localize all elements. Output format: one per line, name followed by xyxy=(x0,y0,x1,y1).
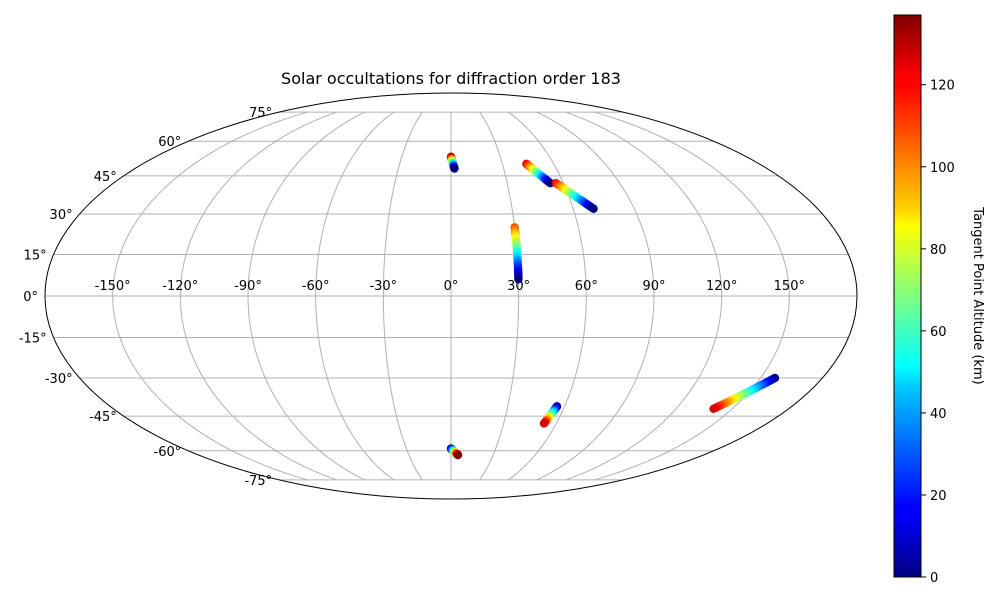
occultation-track xyxy=(709,373,780,413)
longitude-tick-label: 150° xyxy=(774,279,805,294)
latitude-tick-label: 0° xyxy=(23,290,38,305)
chart-title: Solar occultations for diffraction order… xyxy=(281,69,621,88)
longitude-tick-label: 120° xyxy=(706,279,737,294)
colorbar-ticks: 0 20 40 60 80 100 120 xyxy=(921,79,955,586)
colorbar-label: Tangent Point Altitude (km) xyxy=(970,206,985,384)
track-point xyxy=(514,275,523,284)
longitude-tick-label: 90° xyxy=(642,279,665,294)
longitude-tick-label: 30° xyxy=(507,279,530,294)
latitude-tick-label: -15° xyxy=(19,332,47,347)
occultation-track xyxy=(522,159,555,188)
latitude-tick-labels: 75° 60° 45° 30° 15° 0° -15° -30° -45° -60° -75° xyxy=(19,106,272,489)
longitude-gridline xyxy=(479,111,520,481)
track-point xyxy=(539,419,549,428)
longitude-gridline xyxy=(507,111,587,481)
latitude-tick-label: -45° xyxy=(89,410,117,425)
longitude-tick-label: -150° xyxy=(95,279,131,294)
longitude-gridline xyxy=(179,111,337,481)
track-point xyxy=(709,404,718,413)
latitude-tick-label: -75° xyxy=(244,474,272,489)
colorbar-tick-label: 120 xyxy=(930,79,955,94)
occultation-tracks xyxy=(446,152,780,460)
latitude-tick-label: 45° xyxy=(94,170,117,185)
colorbar-tick-label: 0 xyxy=(930,571,938,586)
longitude-gridline xyxy=(315,111,395,481)
occultation-track xyxy=(551,179,598,213)
latitude-tick-label: 60° xyxy=(158,135,181,150)
colorbar-tick-label: 60 xyxy=(930,325,947,340)
longitude-gridline xyxy=(594,111,790,481)
longitude-tick-label: 0° xyxy=(444,279,459,294)
longitude-tick-label: -120° xyxy=(162,279,198,294)
longitude-gridline xyxy=(565,111,723,481)
latitude-tick-label: 75° xyxy=(249,106,272,121)
occultation-track xyxy=(539,402,562,428)
longitude-gridline xyxy=(247,111,366,481)
track-point xyxy=(453,450,463,460)
latitude-tick-label: -30° xyxy=(45,372,73,387)
colorbar-tick-label: 100 xyxy=(930,161,955,176)
occultation-track xyxy=(446,152,459,173)
latitude-tick-label: -60° xyxy=(154,445,182,460)
colorbar-tick-label: 40 xyxy=(930,407,947,422)
longitude-gridline xyxy=(536,111,655,481)
colorbar-tick-label: 20 xyxy=(930,489,947,504)
graticule xyxy=(45,111,857,481)
longitude-tick-label: -60° xyxy=(302,279,330,294)
longitude-gridline xyxy=(382,111,423,481)
occultation-track xyxy=(510,223,523,284)
colorbar xyxy=(893,14,922,578)
colorbar-tick-label: 80 xyxy=(930,243,947,258)
latitude-tick-label: 30° xyxy=(50,208,73,223)
latitude-tick-label: 15° xyxy=(24,248,47,263)
map-boundary xyxy=(44,92,858,500)
longitude-tick-label: -30° xyxy=(369,279,397,294)
track-point xyxy=(450,164,459,173)
longitude-gridline xyxy=(112,111,308,481)
longitude-tick-label: 60° xyxy=(575,279,598,294)
longitude-tick-labels: -150° -120° -90° -60° -30° 0° 30° 60° 90° 120° 150… xyxy=(95,279,805,294)
track-point xyxy=(589,204,598,213)
longitude-tick-label: -90° xyxy=(234,279,262,294)
occultation-track xyxy=(446,444,463,460)
